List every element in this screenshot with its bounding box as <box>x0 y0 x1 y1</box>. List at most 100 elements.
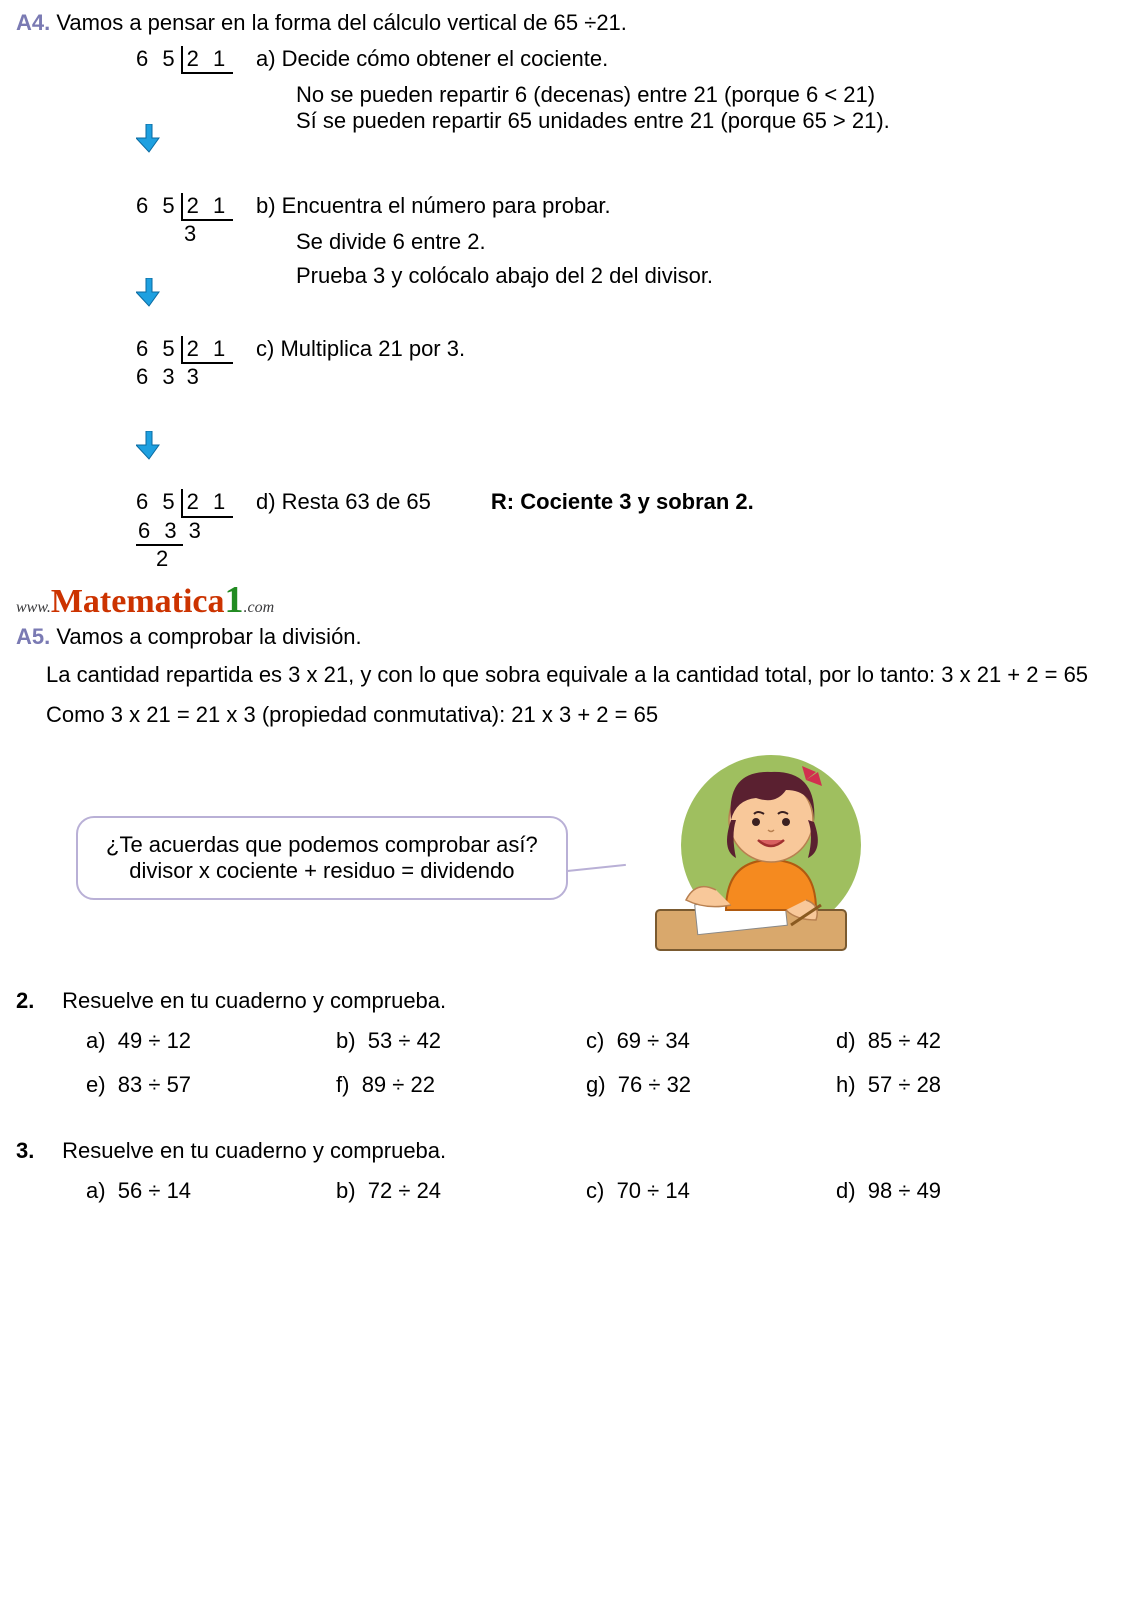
ex2-heading: 2. Resuelve en tu cuaderno y comprueba. <box>16 988 1107 1014</box>
step-b-line1: Se divide 6 entre 2. <box>256 229 1107 255</box>
ex-val: 57 ÷ 28 <box>868 1072 941 1097</box>
step-c-text: c) Multiplica 21 por 3. <box>256 336 1107 362</box>
divisor-b: 2 1 <box>181 193 234 221</box>
dividend: 6 5 <box>136 46 179 71</box>
a4-title: Vamos a pensar en la forma del cálculo v… <box>56 10 627 35</box>
ex-val: 70 ÷ 14 <box>617 1178 690 1203</box>
product-d: 6 3 <box>136 518 183 546</box>
ex-key: b) <box>336 1178 356 1203</box>
ex3-item: b) 72 ÷ 24 <box>336 1178 586 1204</box>
speech-line1: ¿Te acuerdas que podemos comprobar así? <box>106 832 538 858</box>
ex-val: 98 ÷ 49 <box>868 1178 941 1203</box>
ex-key: c) <box>586 1028 604 1053</box>
ex2-title: Resuelve en tu cuaderno y comprueba. <box>62 988 446 1013</box>
speech-tail <box>566 864 626 872</box>
wm-main: Matematica <box>51 583 225 620</box>
girl-illustration <box>636 750 866 966</box>
ex-key: h) <box>836 1072 856 1097</box>
wm-com: .com <box>244 599 275 616</box>
quotient-d: 3 <box>189 518 205 543</box>
ex2-items: a) 49 ÷ 12 b) 53 ÷ 42 c) 69 ÷ 34 d) 85 ÷… <box>86 1028 1107 1116</box>
divisor-c: 2 1 <box>181 336 234 364</box>
remainder-d: 2 <box>136 546 256 572</box>
step-b-row: 6 52 1 3 b) Encuentra el número para pro… <box>16 193 1107 326</box>
ex2-item: b) 53 ÷ 42 <box>336 1028 586 1054</box>
division-c: 6 52 1 6 3 3 <box>16 336 256 479</box>
step-b-text: b) Encuentra el número para probar. Se d… <box>256 193 1107 289</box>
divisor: 2 1 <box>181 46 234 74</box>
ex2-num: 2. <box>16 988 56 1014</box>
wm-www: www. <box>16 599 51 616</box>
dividend-c: 6 5 <box>136 336 179 361</box>
ex-val: 69 ÷ 34 <box>617 1028 690 1053</box>
division-b: 6 52 1 3 <box>16 193 256 326</box>
ex-key: a) <box>86 1178 106 1203</box>
division-a: 6 52 1 <box>16 46 256 173</box>
division-d: 6 52 1 6 33 2 <box>16 489 256 572</box>
ex3-heading: 3. Resuelve en tu cuaderno y comprueba. <box>16 1138 1107 1164</box>
step-a-line1: No se pueden repartir 6 (decenas) entre … <box>256 82 896 108</box>
ex-val: 83 ÷ 57 <box>118 1072 191 1097</box>
ex2-item: e) 83 ÷ 57 <box>86 1072 336 1098</box>
ex-key: c) <box>586 1178 604 1203</box>
step-b-line2: Prueba 3 y colócalo abajo del 2 del divi… <box>256 263 1107 289</box>
a4-label: A4. <box>16 10 50 35</box>
ex-key: b) <box>336 1028 356 1053</box>
a5-para1: La cantidad repartida es 3 x 21, y con l… <box>46 660 1107 690</box>
ex2-item: c) 69 ÷ 34 <box>586 1028 836 1054</box>
ex-key: e) <box>86 1072 106 1097</box>
a4-heading: A4. Vamos a pensar en la forma del cálcu… <box>16 10 1107 36</box>
ex-val: 76 ÷ 32 <box>618 1072 691 1097</box>
a5-para2: Como 3 x 21 = 21 x 3 (propiedad conmutat… <box>46 700 1107 730</box>
a5-heading: A5. Vamos a comprobar la división. <box>16 624 1107 650</box>
ex2-item: a) 49 ÷ 12 <box>86 1028 336 1054</box>
ex-val: 89 ÷ 22 <box>362 1072 435 1097</box>
ex3-items: a) 56 ÷ 14 b) 72 ÷ 24 c) 70 ÷ 14 d) 98 ÷… <box>86 1178 1107 1222</box>
step-a-line2: Sí se pueden repartir 65 unidades entre … <box>256 108 896 134</box>
watermark: www.Matematica1.com <box>16 578 1107 622</box>
quotient-c: 3 <box>187 364 203 389</box>
speech-row: ¿Te acuerdas que podemos comprobar así? … <box>76 750 1107 966</box>
step-a-heading: a) Decide cómo obtener el cociente. <box>256 46 1107 72</box>
step-d-text: d) Resta 63 de 65 R: Cociente 3 y sobran… <box>256 489 1107 515</box>
dividend-d: 6 5 <box>136 489 179 514</box>
ex-val: 85 ÷ 42 <box>868 1028 941 1053</box>
ex-val: 56 ÷ 14 <box>118 1178 191 1203</box>
ex-key: f) <box>336 1072 349 1097</box>
quotient-b: 3 <box>136 221 256 247</box>
step-c-row: 6 52 1 6 3 3 c) Multiplica 21 por 3. <box>16 336 1107 479</box>
ex2-item: g) 76 ÷ 32 <box>586 1072 836 1098</box>
arrow-icon <box>136 431 256 467</box>
ex-key: d) <box>836 1178 856 1203</box>
ex2-item: h) 57 ÷ 28 <box>836 1072 1086 1098</box>
answer-label: R: <box>491 489 514 514</box>
step-d-row: 6 52 1 6 33 2 d) Resta 63 de 65 R: Cocie… <box>16 489 1107 572</box>
ex-val: 53 ÷ 42 <box>368 1028 441 1053</box>
ex-key: a) <box>86 1028 106 1053</box>
answer-text: Cociente 3 y sobran 2. <box>520 489 754 514</box>
ex2-item: f) 89 ÷ 22 <box>336 1072 586 1098</box>
ex-val: 72 ÷ 24 <box>368 1178 441 1203</box>
product-c: 6 3 <box>136 364 179 389</box>
ex3-item: d) 98 ÷ 49 <box>836 1178 1086 1204</box>
ex-key: d) <box>836 1028 856 1053</box>
arrow-icon <box>136 124 256 160</box>
speech-line2: divisor x cociente + residuo = dividendo <box>106 858 538 884</box>
ex2-item: d) 85 ÷ 42 <box>836 1028 1086 1054</box>
ex3-title: Resuelve en tu cuaderno y comprueba. <box>62 1138 446 1163</box>
step-b-heading: b) Encuentra el número para probar. <box>256 193 1107 219</box>
speech-bubble: ¿Te acuerdas que podemos comprobar así? … <box>76 816 568 900</box>
ex-key: g) <box>586 1072 606 1097</box>
step-a-text: a) Decide cómo obtener el cociente. No s… <box>256 46 1107 134</box>
step-c-heading: c) Multiplica 21 por 3. <box>256 336 1107 362</box>
ex3-item: a) 56 ÷ 14 <box>86 1178 336 1204</box>
step-a-row: 6 52 1 a) Decide cómo obtener el cocient… <box>16 46 1107 173</box>
step-d-heading: d) Resta 63 de 65 <box>256 489 431 515</box>
a5-title: Vamos a comprobar la división. <box>56 624 361 649</box>
ex3-num: 3. <box>16 1138 56 1164</box>
wm-one: 1 <box>225 579 244 621</box>
ex-val: 49 ÷ 12 <box>118 1028 191 1053</box>
step-d-answer: R: Cociente 3 y sobran 2. <box>491 489 754 515</box>
ex3-item: c) 70 ÷ 14 <box>586 1178 836 1204</box>
a5-label: A5. <box>16 624 50 649</box>
